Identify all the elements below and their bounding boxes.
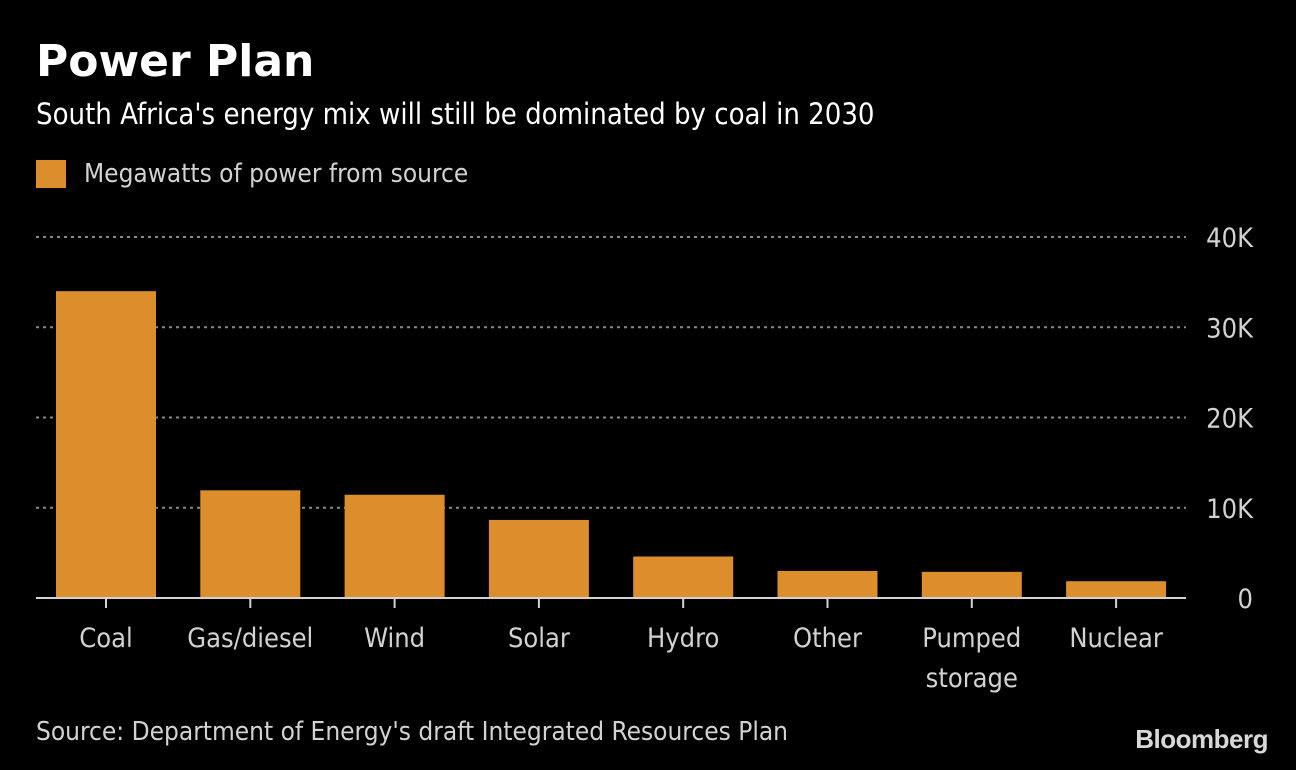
y-tick-label: 20K <box>1206 404 1254 435</box>
legend-label: Megawatts of power from source <box>84 159 469 189</box>
bar-wind <box>344 494 445 598</box>
x-tick-label: Pumped storage <box>922 623 1021 694</box>
x-tick-label: Other <box>793 623 862 654</box>
bar-gas-diesel <box>200 490 301 598</box>
x-tick-label-line: Hydro <box>647 623 719 654</box>
bar-nuclear <box>1066 581 1167 598</box>
chart-title: Power Plan <box>36 36 315 87</box>
x-tick-label-line: Coal <box>79 623 132 654</box>
x-tick-label-line: storage <box>926 663 1018 694</box>
x-tick-label-line: Other <box>793 623 862 654</box>
x-tick-label: Gas/diesel <box>187 623 313 654</box>
bar-hydro <box>633 556 734 598</box>
chart-legend: Megawatts of power from source <box>36 156 468 192</box>
bar-pumped-storage <box>921 571 1022 598</box>
x-tick-label: Nuclear <box>1069 623 1163 654</box>
chart-subtitle: South Africa's energy mix will still be … <box>36 97 875 131</box>
bloomberg-logo: Bloomberg <box>1135 724 1268 754</box>
x-tick-label: Coal <box>79 623 132 654</box>
bar-coal <box>56 291 156 598</box>
bar-other <box>777 570 878 598</box>
bar-solar <box>488 519 589 598</box>
x-tick-label-line: Pumped <box>922 623 1021 654</box>
legend-swatch <box>36 160 66 188</box>
y-tick-label: 10K <box>1206 494 1254 525</box>
x-tick-label: Hydro <box>647 623 719 654</box>
x-tick-label-line: Solar <box>508 623 570 654</box>
x-tick-label: Solar <box>508 623 570 654</box>
y-tick-label: 40K <box>1206 223 1254 254</box>
x-tick-label-line: Nuclear <box>1069 623 1163 654</box>
x-tick-label-line: Gas/diesel <box>187 623 313 654</box>
x-tick-label: Wind <box>364 623 425 654</box>
x-tick-label-line: Wind <box>364 623 425 654</box>
y-tick-label: 30K <box>1206 313 1254 344</box>
source-note: Source: Department of Energy's draft Int… <box>36 717 788 747</box>
y-tick-label: 0 <box>1238 584 1253 615</box>
